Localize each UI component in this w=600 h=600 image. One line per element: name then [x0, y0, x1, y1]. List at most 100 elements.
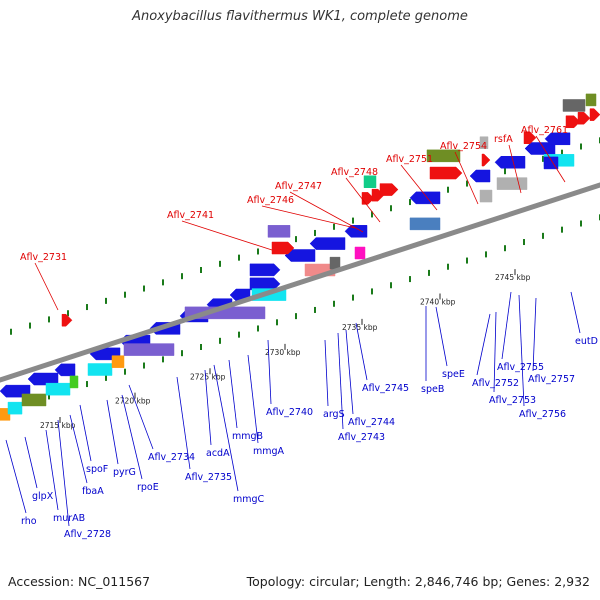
reverse-tick-mark [314, 306, 316, 313]
scale-ticks: 2715 kbp 2720 kbp 2725 kbp 2730 kbp 2735 kbp… [40, 269, 531, 430]
bottom-label-leader [493, 311, 497, 393]
bottom-label-leader [69, 414, 88, 484]
forward-tick-mark [580, 143, 582, 150]
gene-block [329, 256, 341, 270]
forward-tick-mark [162, 279, 164, 286]
top-label-leader [181, 220, 273, 251]
gene-block [87, 363, 113, 376]
forward-tick-mark [29, 322, 31, 329]
genome-backbone [0, 182, 600, 383]
gene-block [363, 175, 377, 188]
top-label-leader [454, 151, 479, 205]
scale-tick-label: 2715 kbp [40, 421, 76, 430]
bottom-label-leader [532, 297, 537, 372]
reverse-tick-mark [523, 239, 525, 246]
gene-arrow [523, 131, 537, 144]
forward-tick-mark [124, 291, 126, 298]
forward-tick-mark [466, 180, 468, 187]
forward-tick-mark [86, 304, 88, 311]
reverse-tick-mark [48, 393, 50, 400]
gene-arrow [409, 191, 441, 205]
reverse-tick-mark [390, 282, 392, 289]
gene-arrow [54, 363, 76, 377]
forward-tick-mark [67, 310, 69, 317]
scale-tick-label: 2740 kbp [420, 298, 456, 307]
genome-summary-text: Topology: circular; Length: 2,846,746 bp… [246, 574, 590, 589]
bottom-label-leader [570, 291, 581, 334]
gene-arrow [429, 166, 463, 180]
bottom-label-leader [435, 306, 448, 367]
top-gene-label: Aflv_2754 [440, 141, 487, 152]
bottom-label-leader [57, 419, 70, 527]
bottom-gene-label: acdA [206, 448, 230, 459]
reverse-tick-mark [485, 251, 487, 258]
gene-arrow [494, 156, 526, 169]
reverse-tick-mark [219, 337, 221, 344]
reverse-tick-mark [162, 356, 164, 363]
bottom-label-leader [106, 399, 119, 465]
gene-arrow [271, 241, 295, 255]
genome-title: Anoxybacillus flavithermus WK1, complete… [132, 9, 468, 24]
reverse-tick-mark [124, 368, 126, 375]
top-gene-label: Aflv_2731 [20, 252, 67, 263]
gene-arrow [544, 132, 571, 146]
top-label-leader [400, 164, 438, 211]
reverse-tick-mark [276, 319, 278, 326]
bottom-gene-label: Aflv_2756 [519, 409, 566, 420]
reverse-tick-mark [238, 331, 240, 338]
bottom-gene-label: glpX [32, 491, 54, 502]
bottom-label-leader [267, 339, 272, 405]
bottom-gene-label: murAB [53, 513, 85, 524]
top-gene-label: Aflv_2751 [386, 154, 433, 165]
forward-tick-mark [561, 149, 563, 156]
gene-arrow [469, 169, 491, 183]
reverse-tick-mark [447, 263, 449, 270]
top-label-leader [289, 191, 364, 233]
gene-block [354, 246, 366, 260]
bottom-label-leader [345, 329, 354, 415]
gene-arrow [481, 153, 491, 167]
reverse-tick-mark [295, 313, 297, 320]
reverse-tick-mark [352, 294, 354, 301]
forward-tick-mark [314, 229, 316, 236]
gene-block [409, 217, 441, 231]
reverse-tick-mark [542, 232, 544, 239]
bottom-label-leader [324, 339, 329, 407]
gene-block [21, 393, 47, 407]
reverse-tick-mark [257, 325, 259, 332]
top-gene-label: Aflv_2747 [275, 181, 322, 192]
forward-tick-mark [371, 211, 373, 218]
bottom-gene-label: mmgA [253, 446, 285, 457]
scale-tick-label: 2720 kbp [115, 397, 151, 406]
top-gene-label: Aflv_2748 [331, 167, 378, 178]
gene-block [7, 401, 23, 415]
top-label-leader [34, 262, 59, 311]
bottom-gene-label: pyrG [113, 467, 136, 478]
bottom-gene-label: Aflv_2753 [489, 395, 536, 406]
gene-arrow [344, 225, 368, 238]
bottom-label-leader [45, 429, 59, 511]
gene-block [585, 93, 597, 107]
bottom-gene-label: mmgC [233, 494, 265, 505]
gene-arrow [361, 192, 375, 205]
top-label-leader [535, 135, 566, 183]
forward-tick-mark [257, 248, 259, 255]
gene-arrow [589, 108, 600, 121]
gene-arrow [249, 263, 281, 277]
forward-tick-mark [409, 199, 411, 206]
reverse-tick-mark [333, 300, 335, 307]
gene-arrow [249, 277, 281, 291]
bottom-label-leader [476, 313, 491, 376]
forward-tick-mark [295, 236, 297, 243]
reverse-tick-mark [371, 288, 373, 295]
reverse-tick-mark [580, 220, 582, 227]
reverse-tick-mark [428, 269, 430, 276]
gene-block [562, 99, 586, 112]
bottom-gene-label: mmgB [232, 431, 263, 442]
gene-block [426, 149, 461, 163]
gene-block [479, 136, 489, 149]
scale-tick-label: 2735 kbp [342, 323, 378, 332]
gene-block [45, 382, 71, 396]
